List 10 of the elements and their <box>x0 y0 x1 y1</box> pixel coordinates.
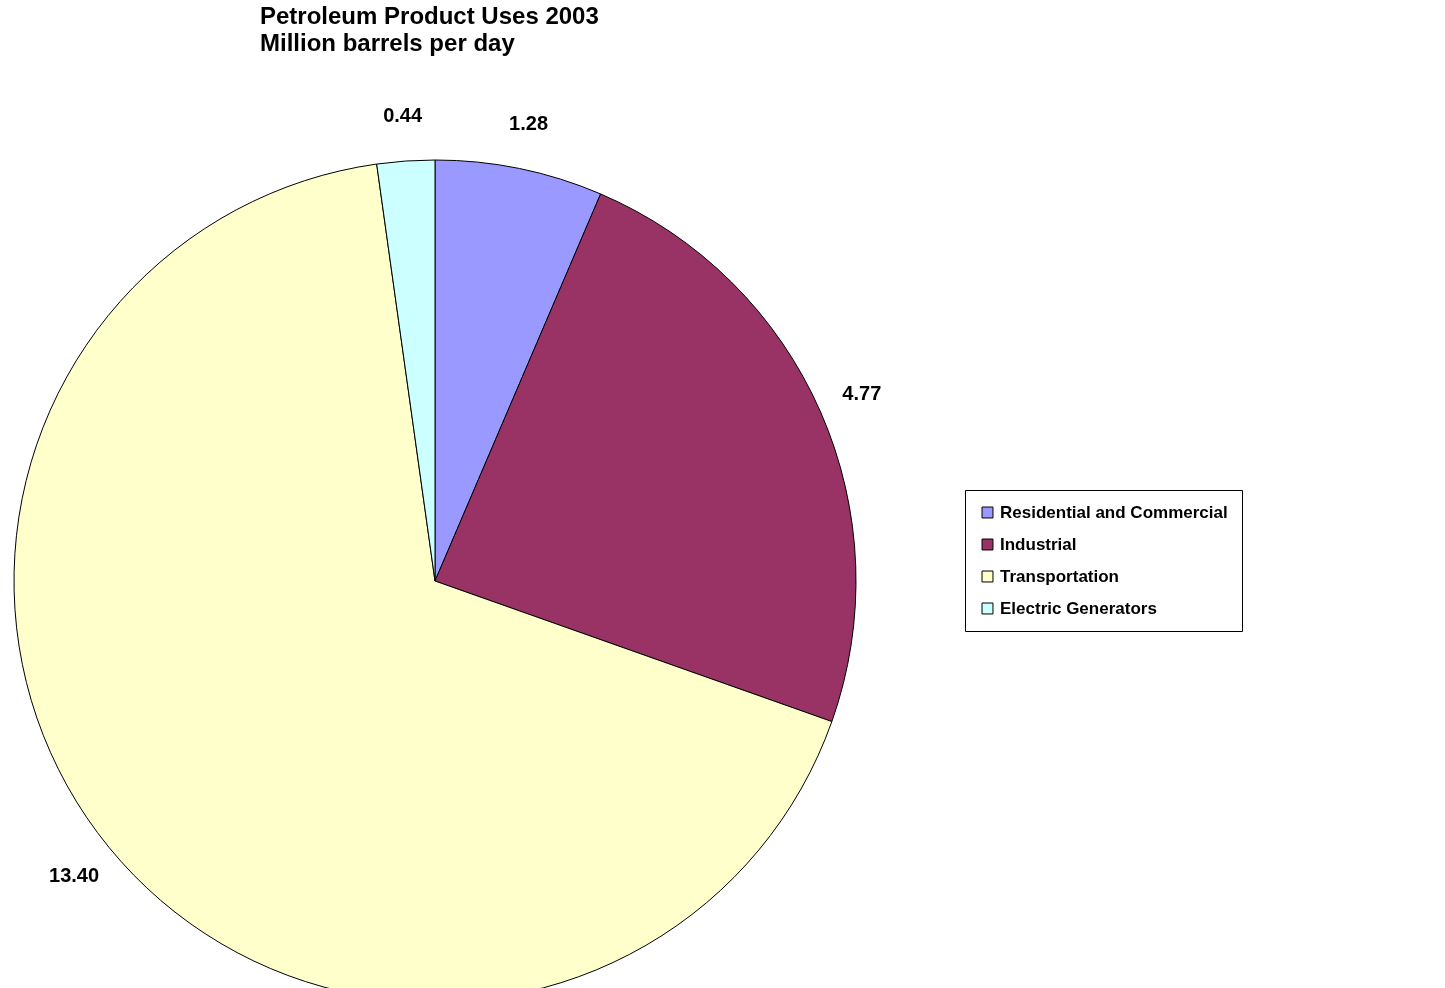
legend-label: Electric Generators <box>1000 598 1157 618</box>
data-label: 1.28 <box>509 112 549 135</box>
legend-label: Industrial <box>1000 534 1077 554</box>
data-label: 4.77 <box>842 381 882 404</box>
chart-subtitle: Million barrels per day <box>260 29 516 57</box>
data-label: 0.44 <box>383 104 423 127</box>
chart-title: Petroleum Product Uses 2003 <box>260 2 599 30</box>
legend-label: Residential and Commercial <box>1000 502 1228 522</box>
legend-label: Transportation <box>1000 566 1120 586</box>
data-label: 13.40 <box>49 863 100 886</box>
